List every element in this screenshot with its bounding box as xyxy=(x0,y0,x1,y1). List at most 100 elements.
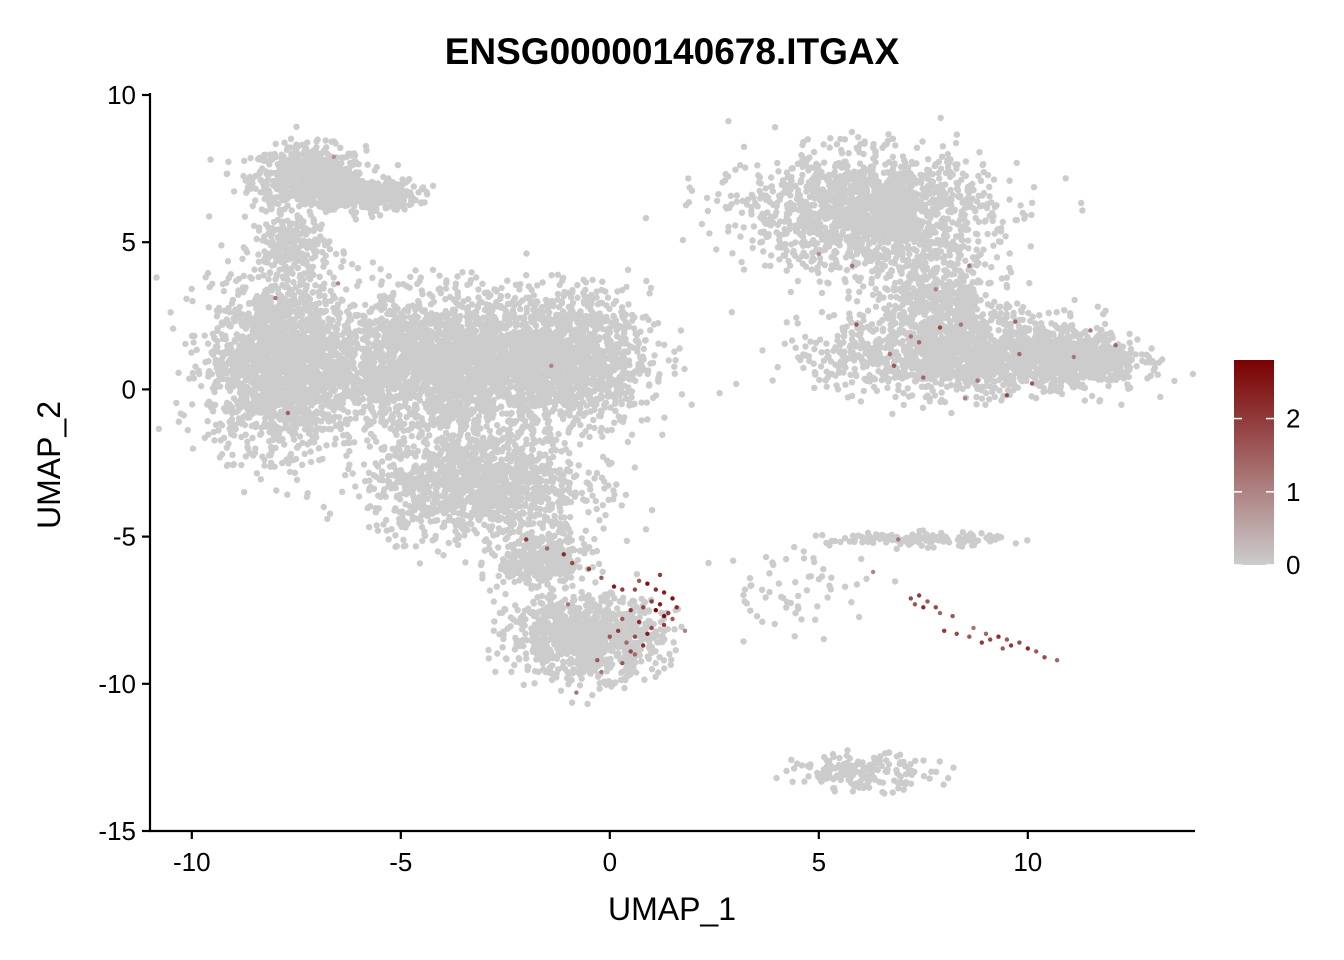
cell-point xyxy=(280,231,287,238)
cell-point xyxy=(314,313,321,320)
cell-point xyxy=(281,283,288,291)
cell-point xyxy=(375,184,383,191)
cell-point xyxy=(261,255,268,263)
cell-point xyxy=(204,418,211,425)
cell-point xyxy=(275,315,282,323)
cell-point xyxy=(304,244,311,252)
cell-point xyxy=(294,155,301,163)
cell-point xyxy=(218,321,225,328)
cell-point xyxy=(338,263,345,271)
cell-point xyxy=(230,395,238,402)
cell-point xyxy=(211,437,218,444)
cell-point xyxy=(310,199,317,206)
cell-point xyxy=(274,390,282,397)
cell-point xyxy=(313,408,320,415)
cell-point xyxy=(325,425,332,433)
cell-point xyxy=(190,339,197,346)
cell-point xyxy=(429,182,437,189)
cell-point xyxy=(351,212,358,219)
cell-point xyxy=(282,186,289,193)
cell-point xyxy=(225,158,232,165)
cell-point xyxy=(261,420,268,427)
cell-point xyxy=(212,421,220,428)
cell-point xyxy=(327,287,334,295)
cell-point xyxy=(310,439,318,446)
cell-point xyxy=(260,183,268,190)
cell-point xyxy=(365,200,372,207)
cell-point xyxy=(311,149,318,156)
cell-point xyxy=(278,357,285,364)
cell-point xyxy=(255,383,262,391)
cell-point xyxy=(316,273,323,280)
cell-point xyxy=(561,440,568,447)
cell-point xyxy=(262,300,270,308)
cell-point xyxy=(230,188,238,195)
cell-point xyxy=(268,308,275,316)
cell-point xyxy=(418,200,425,207)
cell-point xyxy=(305,268,312,275)
cell-point xyxy=(291,409,298,416)
cell-point xyxy=(255,251,262,258)
cell-point xyxy=(279,459,286,467)
cell-point xyxy=(189,445,197,452)
cell-point xyxy=(242,325,250,332)
cell-point xyxy=(220,287,228,295)
cell-point xyxy=(173,399,180,407)
cell-point xyxy=(184,426,191,434)
cell-point xyxy=(255,258,263,265)
cell-point xyxy=(231,337,238,344)
cell-point xyxy=(332,140,339,147)
cell-point xyxy=(274,285,282,292)
cell-point xyxy=(352,409,359,416)
cell-point xyxy=(167,309,174,316)
cell-point xyxy=(292,162,300,169)
cell-point xyxy=(240,383,248,390)
cell-point xyxy=(244,411,251,419)
cell-point xyxy=(377,266,384,273)
cell-point xyxy=(404,308,412,315)
cell-point xyxy=(481,289,489,297)
cell-point xyxy=(427,301,435,308)
cell-point xyxy=(223,170,230,177)
cell-point xyxy=(298,418,306,425)
cell-point xyxy=(211,335,218,342)
cell-point xyxy=(251,266,258,273)
cell-point xyxy=(324,198,331,206)
cell-point xyxy=(287,346,295,353)
cell-point xyxy=(358,203,366,211)
cell-point xyxy=(208,349,215,356)
cell-point xyxy=(240,244,247,251)
cell-point xyxy=(323,442,330,449)
cell-point xyxy=(294,313,301,320)
cell-point xyxy=(153,274,160,281)
cell-point xyxy=(343,286,350,293)
cell-point xyxy=(497,295,504,302)
cell-point xyxy=(716,389,723,397)
cell-point xyxy=(270,351,278,358)
cell-point xyxy=(225,322,233,329)
cell-point xyxy=(321,242,329,249)
cell-point xyxy=(326,269,333,276)
cell-point xyxy=(283,251,290,259)
cell-point xyxy=(452,280,460,287)
cell-point xyxy=(316,224,323,232)
cell-point xyxy=(286,468,294,476)
cell-point xyxy=(429,266,437,273)
cell-point xyxy=(252,445,259,452)
cell-point xyxy=(305,430,313,437)
cell-point xyxy=(279,163,286,170)
cell-point xyxy=(372,303,380,310)
cell-point xyxy=(209,407,217,414)
cell-point xyxy=(258,430,265,437)
cell-point xyxy=(442,285,450,292)
cell-point xyxy=(316,425,323,432)
cell-point xyxy=(336,315,343,322)
cell-point xyxy=(310,216,317,223)
cell-point xyxy=(257,476,264,483)
cell-point xyxy=(292,455,300,463)
cell-point xyxy=(331,441,338,448)
cell-point xyxy=(321,292,328,300)
cell-point xyxy=(242,401,249,409)
cell-point xyxy=(249,327,256,335)
cell-point xyxy=(436,272,443,279)
